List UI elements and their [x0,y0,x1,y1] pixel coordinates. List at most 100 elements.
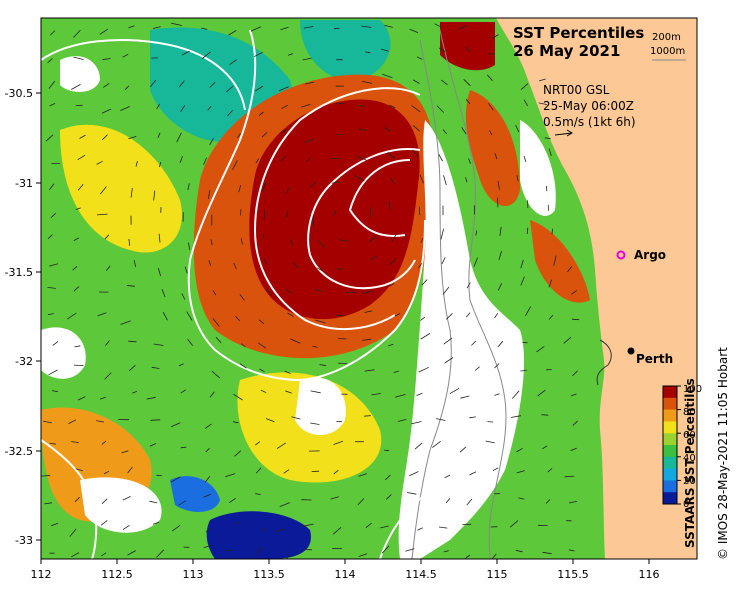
x-tick-112-5: 112.5 [101,568,133,581]
current-arrow [171,422,181,428]
current-arrow [261,132,268,138]
current-arrow [438,47,446,52]
current-arrow [445,498,451,504]
current-arrow [394,313,401,317]
current-arrow [358,553,368,557]
current-arrow [102,134,108,141]
contour-se [379,494,426,559]
current-arrow [72,266,78,271]
current-arrow [187,183,190,191]
current-arrow [128,340,137,343]
current-arrow [67,312,77,320]
current-arrow [388,201,391,211]
current-model: NRT00 GSL [543,83,610,97]
colorbar-swatch [663,397,677,411]
current-arrow [488,103,494,111]
current-arrow [290,239,294,246]
current-arrow [371,393,381,396]
current-arrow [365,51,371,54]
current-arrow [520,83,529,90]
current-arrow [416,392,423,396]
current-arrow [489,130,493,136]
x-tick-114: 114 [335,568,356,581]
current-arrow [201,51,211,60]
current-arrow [127,466,133,474]
current-arrow [232,160,238,170]
current-arrow [209,82,216,88]
colorbar-swatch [663,433,677,446]
x-tick-112: 112 [31,568,52,581]
x-tick-113: 113 [183,568,204,581]
current-arrow [255,546,263,555]
current-arrow [122,525,130,530]
colorbar-swatch [663,468,677,481]
colorbar-swatch [663,445,677,458]
current-arrow [153,190,156,201]
current-arrow [285,390,292,394]
current-arrow [157,132,161,139]
current-arrow [388,258,397,266]
current-arrow [411,421,422,425]
current-arrow [571,318,580,321]
current-arrow [49,103,56,107]
current-arrow [545,499,551,504]
current-arrow [178,500,187,506]
current-arrow [369,207,372,217]
current-arrow [362,338,372,341]
current-arrow [212,290,217,296]
current-arrow [181,50,190,56]
current-arrow [420,237,424,243]
current-arrow [432,440,441,448]
current-arrow [211,370,221,379]
current-arrow [468,158,471,164]
current-arrow [444,357,454,364]
current-arrow [240,238,243,245]
current-arrow [215,336,222,344]
current-arrow [449,387,460,395]
x-axis: 112 112.5 113 113.5 114 114.5 115 115.5 … [31,559,660,581]
current-arrow [446,313,453,320]
current-arrow [475,230,478,236]
current-arrow [440,228,444,240]
current-arrow [436,418,446,421]
current-arrow [442,129,447,135]
current-arrow [156,549,164,558]
current-arrow [68,419,77,424]
colorbar-swatch [663,386,677,399]
current-arrow [236,133,241,139]
current-arrow [284,370,291,374]
current-arrow [293,262,299,269]
current-arrow [156,103,161,110]
current-arrow [440,79,448,86]
current-arrow [541,414,549,416]
current-arrow [71,84,81,90]
current-arrow [434,23,442,28]
cloud-east [520,120,556,216]
argo-marker-icon [616,250,626,260]
current-arrow [466,282,471,289]
current-arrow [101,108,112,114]
colorbar-frame [662,385,678,505]
current-arrow [265,418,275,423]
cloud-west [41,327,86,379]
current-arrow [209,138,214,146]
current-arrow [286,289,292,294]
current-arrow [409,471,419,477]
current-arrow [181,293,186,300]
current-arrow [332,526,342,535]
current-arrow [77,154,86,161]
current-arrow [563,336,572,344]
current-arrow [544,137,551,139]
current-arrow [538,78,546,82]
current-arrow [417,527,423,531]
current-arrow [186,311,193,321]
current-arrow [157,267,161,277]
scale-arrow-icon [554,129,573,137]
current-arrow [362,81,372,84]
x-tick-115: 115 [487,568,508,581]
current-arrow [212,317,220,327]
cbar-tick-100: 100 [683,384,702,395]
current-arrow [380,525,389,529]
current-arrow [443,175,447,186]
current-arrow [332,210,337,217]
